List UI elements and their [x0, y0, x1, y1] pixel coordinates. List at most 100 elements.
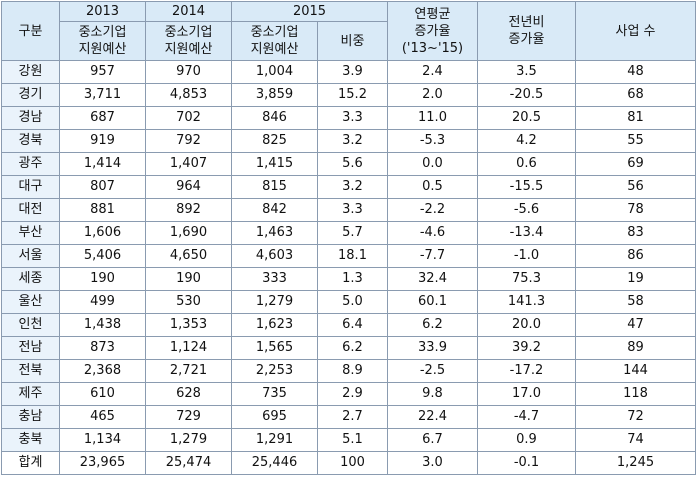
- header-budget-2015: 중소기업 지원예산: [231, 21, 318, 61]
- projects-cell: 74: [575, 428, 696, 452]
- projects-cell: 72: [575, 405, 696, 429]
- yoy-cell: -15.5: [477, 175, 576, 199]
- cagr-cell: 22.4: [387, 405, 478, 429]
- share-cell: 100: [317, 451, 388, 475]
- budget-2015-cell: 825: [231, 129, 318, 153]
- region-cell: 광주: [1, 152, 60, 176]
- table-row: 충남 465 729 695 2.7 22.4 -4.7 72: [1, 405, 696, 429]
- budget-2015-cell: 4,603: [231, 244, 318, 268]
- table-row: 서울 5,406 4,650 4,603 18.1 -7.7 -1.0 86: [1, 244, 696, 268]
- region-cell: 합계: [1, 451, 60, 475]
- projects-cell: 47: [575, 313, 696, 337]
- budget-2014-cell: 628: [145, 382, 232, 406]
- table-row: 광주 1,414 1,407 1,415 5.6 0.0 0.6 69: [1, 152, 696, 176]
- budget-2014-cell: 1,407: [145, 152, 232, 176]
- header-yoy-line1: 전년비: [508, 15, 545, 30]
- share-cell: 15.2: [317, 83, 388, 107]
- yoy-cell: -17.2: [477, 359, 576, 383]
- cagr-cell: -2.5: [387, 359, 478, 383]
- region-cell: 세종: [1, 267, 60, 291]
- yoy-cell: 17.0: [477, 382, 576, 406]
- budget-2013-cell: 807: [59, 175, 146, 199]
- budget-2015-cell: 1,279: [231, 290, 318, 314]
- budget-2013-cell: 3,711: [59, 83, 146, 107]
- budget-2014-cell: 25,474: [145, 451, 232, 475]
- budget-2014-cell: 1,124: [145, 336, 232, 360]
- budget-2014-cell: 1,279: [145, 428, 232, 452]
- region-cell: 경기: [1, 83, 60, 107]
- table-row: 충북 1,134 1,279 1,291 5.1 6.7 0.9 74: [1, 428, 696, 452]
- projects-cell: 55: [575, 129, 696, 153]
- yoy-cell: 39.2: [477, 336, 576, 360]
- budget-2015-cell: 1,463: [231, 221, 318, 245]
- header-cagr-line3: ('13~'15): [401, 40, 464, 56]
- table-row: 부산 1,606 1,690 1,463 5.7 -4.6 -13.4 83: [1, 221, 696, 245]
- budget-2014-cell: 964: [145, 175, 232, 199]
- budget-2013-cell: 1,606: [59, 221, 146, 245]
- projects-cell: 83: [575, 221, 696, 245]
- header-budget-2014: 중소기업 지원예산: [145, 21, 232, 61]
- budget-table-container: 구분 2013 2014 2015 연평균 증가율 ('13~'15) 전년비 …: [1, 1, 696, 475]
- budget-2014-cell: 702: [145, 106, 232, 130]
- projects-cell: 68: [575, 83, 696, 107]
- header-year-2013: 2013: [59, 1, 146, 22]
- share-cell: 3.3: [317, 198, 388, 222]
- yoy-cell: -5.6: [477, 198, 576, 222]
- budget-2015-cell: 1,623: [231, 313, 318, 337]
- region-cell: 서울: [1, 244, 60, 268]
- projects-cell: 86: [575, 244, 696, 268]
- table-row: 세종 190 190 333 1.3 32.4 75.3 19: [1, 267, 696, 291]
- header-category: 구분: [1, 1, 60, 61]
- budget-2013-cell: 23,965: [59, 451, 146, 475]
- region-cell: 대구: [1, 175, 60, 199]
- cagr-cell: -7.7: [387, 244, 478, 268]
- table-row: 전북 2,368 2,721 2,253 8.9 -2.5 -17.2 144: [1, 359, 696, 383]
- budget-2015-cell: 25,446: [231, 451, 318, 475]
- share-cell: 18.1: [317, 244, 388, 268]
- header-budget-line2: 지원예산: [250, 42, 299, 57]
- budget-2014-cell: 2,721: [145, 359, 232, 383]
- yoy-cell: 75.3: [477, 267, 576, 291]
- yoy-cell: 141.3: [477, 290, 576, 314]
- share-cell: 3.2: [317, 129, 388, 153]
- yoy-cell: -13.4: [477, 221, 576, 245]
- budget-2013-cell: 5,406: [59, 244, 146, 268]
- header-budget-line2: 지원예산: [164, 42, 213, 57]
- cagr-cell: 33.9: [387, 336, 478, 360]
- budget-2013-cell: 610: [59, 382, 146, 406]
- share-cell: 5.0: [317, 290, 388, 314]
- budget-2015-cell: 842: [231, 198, 318, 222]
- header-budget-2013: 중소기업 지원예산: [59, 21, 146, 61]
- yoy-cell: 0.9: [477, 428, 576, 452]
- header-budget-line1: 중소기업: [250, 25, 299, 40]
- projects-cell: 81: [575, 106, 696, 130]
- projects-cell: 58: [575, 290, 696, 314]
- cagr-cell: -5.3: [387, 129, 478, 153]
- header-projects: 사업 수: [575, 1, 696, 61]
- share-cell: 5.1: [317, 428, 388, 452]
- cagr-cell: 9.8: [387, 382, 478, 406]
- budget-2015-cell: 2,253: [231, 359, 318, 383]
- header-yoy: 전년비 증가율: [477, 1, 576, 61]
- yoy-cell: -0.1: [477, 451, 576, 475]
- budget-2014-cell: 792: [145, 129, 232, 153]
- budget-2013-cell: 499: [59, 290, 146, 314]
- region-cell: 충북: [1, 428, 60, 452]
- cagr-cell: 60.1: [387, 290, 478, 314]
- cagr-cell: 2.0: [387, 83, 478, 107]
- budget-2014-cell: 1,690: [145, 221, 232, 245]
- table-row: 대전 881 892 842 3.3 -2.2 -5.6 78: [1, 198, 696, 222]
- budget-2013-cell: 2,368: [59, 359, 146, 383]
- region-cell: 충남: [1, 405, 60, 429]
- projects-cell: 19: [575, 267, 696, 291]
- share-cell: 6.2: [317, 336, 388, 360]
- table-row: 경남 687 702 846 3.3 11.0 20.5 81: [1, 106, 696, 130]
- table-row: 경북 919 792 825 3.2 -5.3 4.2 55: [1, 129, 696, 153]
- yoy-cell: -1.0: [477, 244, 576, 268]
- share-cell: 5.6: [317, 152, 388, 176]
- cagr-cell: 6.2: [387, 313, 478, 337]
- budget-2015-cell: 1,291: [231, 428, 318, 452]
- budget-2015-cell: 1,415: [231, 152, 318, 176]
- budget-2014-cell: 729: [145, 405, 232, 429]
- table-body: 강원 957 970 1,004 3.9 2.4 3.5 48 경기 3,711 4,853 3,85…: [1, 60, 696, 475]
